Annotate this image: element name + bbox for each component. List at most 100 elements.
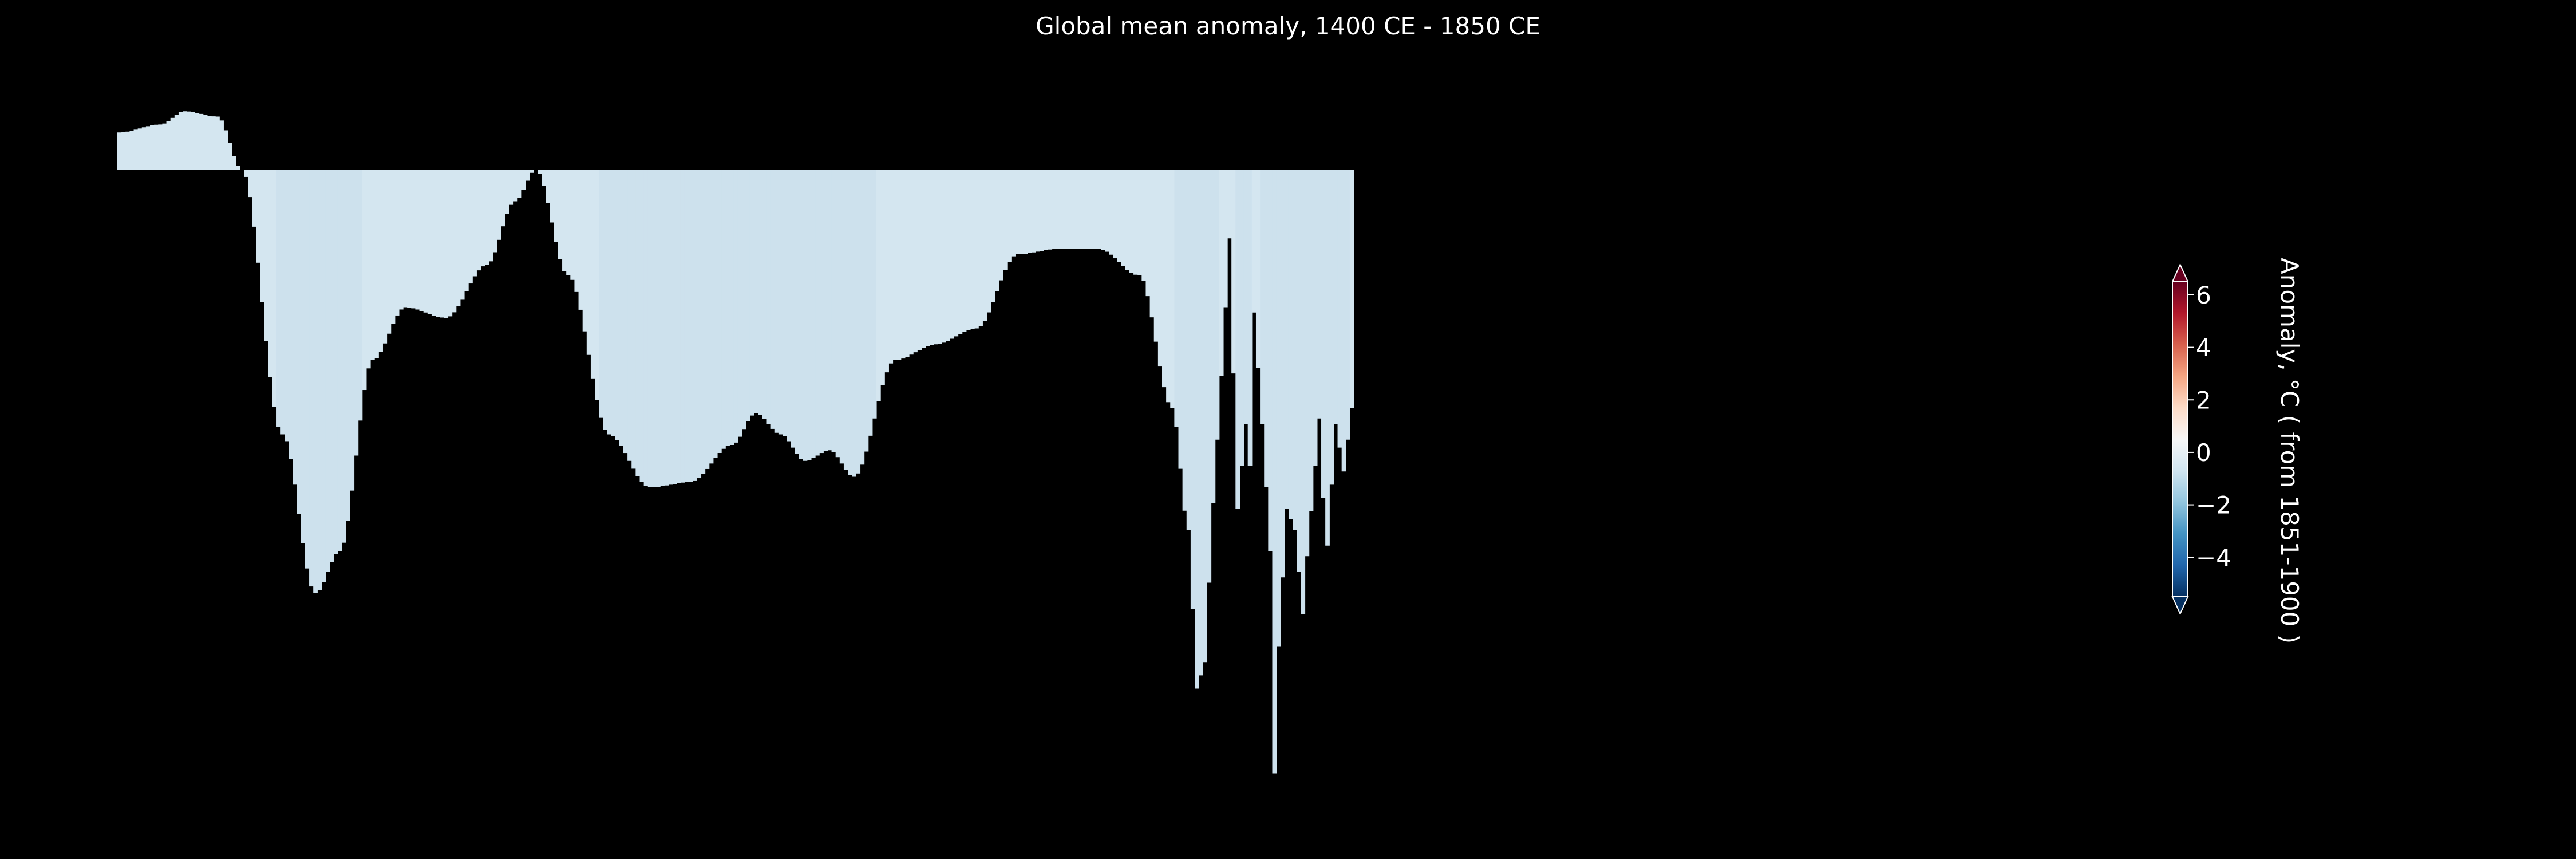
anomaly-bar <box>394 170 400 316</box>
anomaly-bar <box>635 170 641 476</box>
anomaly-bar <box>823 170 828 451</box>
anomaly-bar <box>1109 170 1114 255</box>
anomaly-bar <box>1121 170 1126 266</box>
anomaly-bar <box>423 170 428 313</box>
anomaly-bar <box>966 170 971 330</box>
anomaly-bar <box>843 170 848 470</box>
colorbar-tick-label: 2 <box>2196 386 2211 414</box>
anomaly-bar <box>1149 170 1155 318</box>
anomaly-bar <box>1157 170 1163 367</box>
anomaly-bar <box>668 170 673 485</box>
anomaly-bar <box>917 170 922 350</box>
anomaly-bar <box>248 170 252 198</box>
anomaly-bar <box>521 170 526 190</box>
anomaly-bar <box>664 170 669 486</box>
anomaly-bar <box>990 170 995 302</box>
anomaly-bar <box>684 170 689 483</box>
anomaly-bars <box>117 111 1354 774</box>
anomaly-bar <box>321 170 326 582</box>
anomaly-bar <box>1036 170 1040 252</box>
colorbar-tick-label: −2 <box>2196 491 2231 519</box>
anomaly-bar <box>1117 170 1122 262</box>
anomaly-bar <box>496 170 501 240</box>
colorbar-tick-label: 0 <box>2196 439 2211 467</box>
anomaly-bar <box>815 170 820 456</box>
anomaly-bar <box>386 170 392 334</box>
anomaly-bar <box>558 170 563 259</box>
anomaly-bar <box>1251 170 1257 313</box>
anomaly-bar <box>129 131 135 170</box>
anomaly-bar <box>125 131 130 170</box>
anomaly-bar <box>607 170 612 435</box>
anomaly-bar <box>578 170 583 310</box>
anomaly-bar <box>733 170 738 443</box>
anomaly-bar <box>358 170 363 421</box>
anomaly-bar <box>398 170 404 310</box>
anomaly-bar <box>227 143 232 170</box>
anomaly-bar <box>1145 170 1151 297</box>
anomaly-bar <box>137 128 143 170</box>
anomaly-bar <box>1182 170 1187 511</box>
colorbar-extend-max <box>2171 263 2189 282</box>
anomaly-bar <box>921 170 926 348</box>
anomaly-bar <box>1219 170 1224 376</box>
anomaly-bar <box>1309 170 1314 511</box>
anomaly-bar <box>672 170 677 484</box>
anomaly-bar <box>1064 170 1069 249</box>
anomaly-bar <box>639 170 645 482</box>
anomaly-bar <box>346 170 350 521</box>
anomaly-bar <box>1264 170 1269 487</box>
anomaly-bar <box>1166 170 1171 403</box>
anomaly-bar <box>501 170 505 227</box>
anomaly-bar <box>183 111 187 170</box>
anomaly-bar <box>1178 170 1183 469</box>
anomaly-bar <box>1023 170 1028 254</box>
anomaly-bar <box>289 170 294 459</box>
anomaly-bar <box>333 170 338 554</box>
anomaly-bar <box>1301 170 1306 614</box>
anomaly-bar <box>1141 170 1147 281</box>
anomaly-bar <box>807 170 812 460</box>
anomaly-bar <box>468 170 473 284</box>
anomaly-bar <box>431 170 436 316</box>
colorbar-extend-min <box>2171 596 2189 616</box>
anomaly-bar <box>909 170 914 355</box>
anomaly-bar <box>741 170 746 430</box>
anomaly-bar <box>562 170 567 271</box>
anomaly-bar <box>896 170 902 360</box>
anomaly-bar <box>187 111 191 170</box>
anomaly-bar <box>301 170 306 543</box>
anomaly-bar <box>1088 170 1093 249</box>
anomaly-bar <box>680 170 685 483</box>
anomaly-bar <box>403 170 408 308</box>
anomaly-bar <box>839 170 844 464</box>
anomaly-bar <box>325 170 330 572</box>
anomaly-bar <box>713 170 718 458</box>
anomaly-bar <box>660 170 665 486</box>
anomaly-bar <box>378 170 383 352</box>
anomaly-bar <box>268 170 273 377</box>
anomaly-bar <box>1288 170 1293 519</box>
anomaly-bar <box>1284 170 1289 509</box>
anomaly-bar <box>954 170 959 337</box>
anomaly-bar <box>235 166 240 170</box>
anomaly-bar <box>390 170 396 324</box>
anomaly-bar <box>1031 170 1036 253</box>
anomaly-bar <box>1133 170 1138 275</box>
anomaly-bar <box>745 170 750 421</box>
anomaly-bar <box>272 170 277 407</box>
anomaly-bar <box>1333 170 1338 424</box>
anomaly-bar <box>223 130 228 170</box>
anomaly-bar <box>1260 170 1265 424</box>
anomaly-bar <box>709 170 714 464</box>
anomaly-bar <box>852 170 856 477</box>
anomaly-bar <box>729 170 734 445</box>
anomaly-bar <box>599 170 603 418</box>
anomaly-bar <box>982 170 987 321</box>
anomaly-bar <box>721 170 726 449</box>
anomaly-bar <box>158 124 163 170</box>
anomaly-bar <box>705 170 710 469</box>
anomaly-bar <box>199 113 204 170</box>
anomaly-bar <box>317 170 322 590</box>
